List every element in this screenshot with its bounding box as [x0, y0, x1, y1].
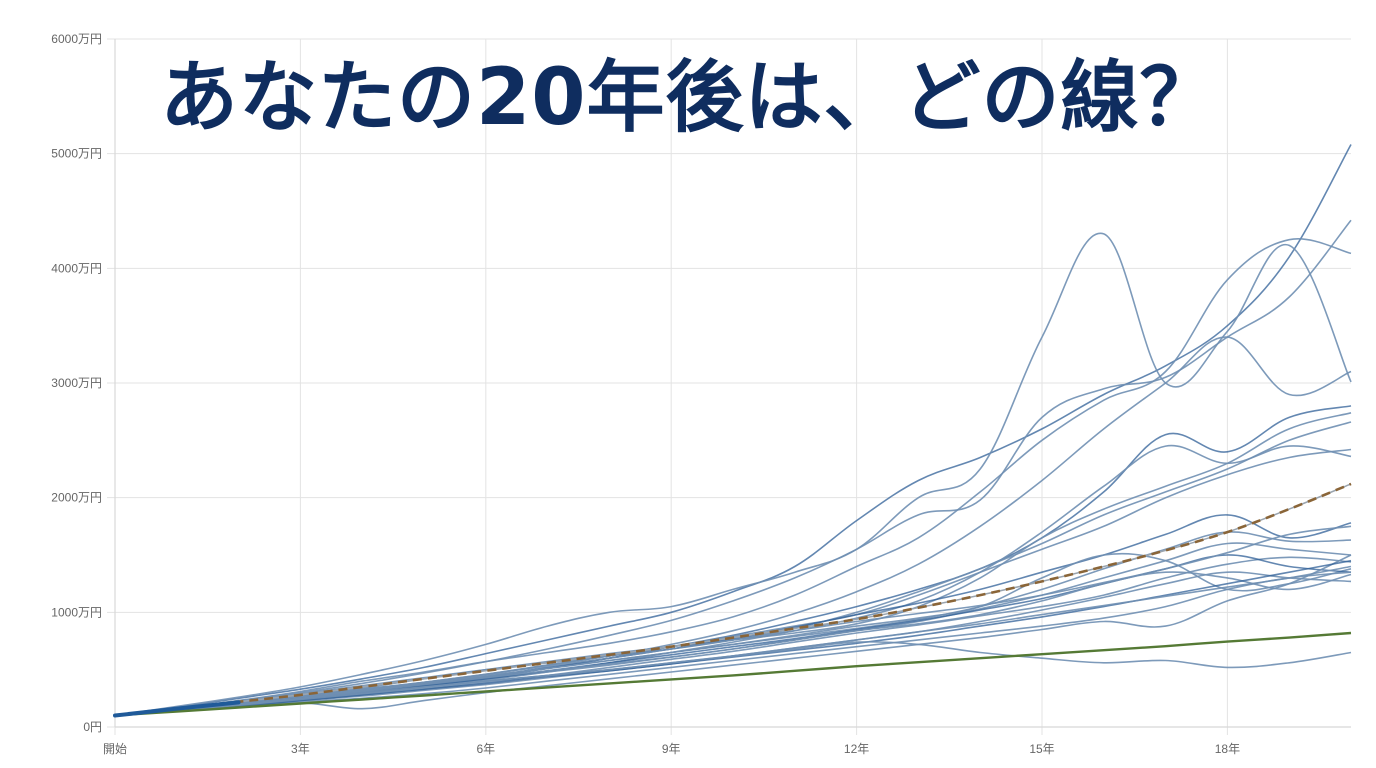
- x-tick-label: 18年: [1215, 742, 1240, 756]
- simulation-line: [114, 232, 1352, 717]
- x-tick-label: 3年: [291, 742, 310, 756]
- x-tick-label: 6年: [476, 742, 495, 756]
- x-tick-label: 12年: [844, 742, 869, 756]
- simulation-line: [114, 525, 1352, 717]
- median-underline: [114, 483, 1352, 717]
- principal-line: [114, 631, 1352, 717]
- y-tick-label: 5000万円: [51, 147, 102, 161]
- y-tick-label: 2000万円: [51, 491, 102, 505]
- y-tick-label: 4000万円: [51, 261, 102, 275]
- simulation-line: [114, 554, 1352, 717]
- simulation-line: [114, 144, 1352, 717]
- y-tick-label: 1000万円: [51, 605, 102, 619]
- simulation-line: [114, 571, 1352, 717]
- chart-title: あなたの20年後は、どの線？: [160, 53, 1219, 143]
- y-tick-label: 6000万円: [51, 32, 102, 46]
- series-lines: [113, 144, 1352, 718]
- x-tick-label: 開始: [103, 742, 127, 756]
- y-tick-label: 0円: [83, 720, 102, 734]
- y-tick-label: 3000万円: [51, 376, 102, 390]
- simulation-line: [114, 219, 1352, 717]
- simulation-line: [114, 565, 1352, 717]
- start-cluster: [113, 700, 241, 718]
- y-axis-tick-labels: 0円 1000万円 2000万円 3000万円 4000万円 5000万円 6000万円: [51, 32, 102, 734]
- axes: [114, 39, 1351, 728]
- x-tick-label: 15年: [1029, 742, 1054, 756]
- grid-lines: [107, 38, 1351, 735]
- x-tick-label: 9年: [662, 742, 681, 756]
- simulation-line: [114, 552, 1352, 717]
- x-axis-tick-labels: 開始 3年 6年 9年 12年 15年 18年: [103, 742, 1240, 756]
- simulation-line: [114, 238, 1352, 717]
